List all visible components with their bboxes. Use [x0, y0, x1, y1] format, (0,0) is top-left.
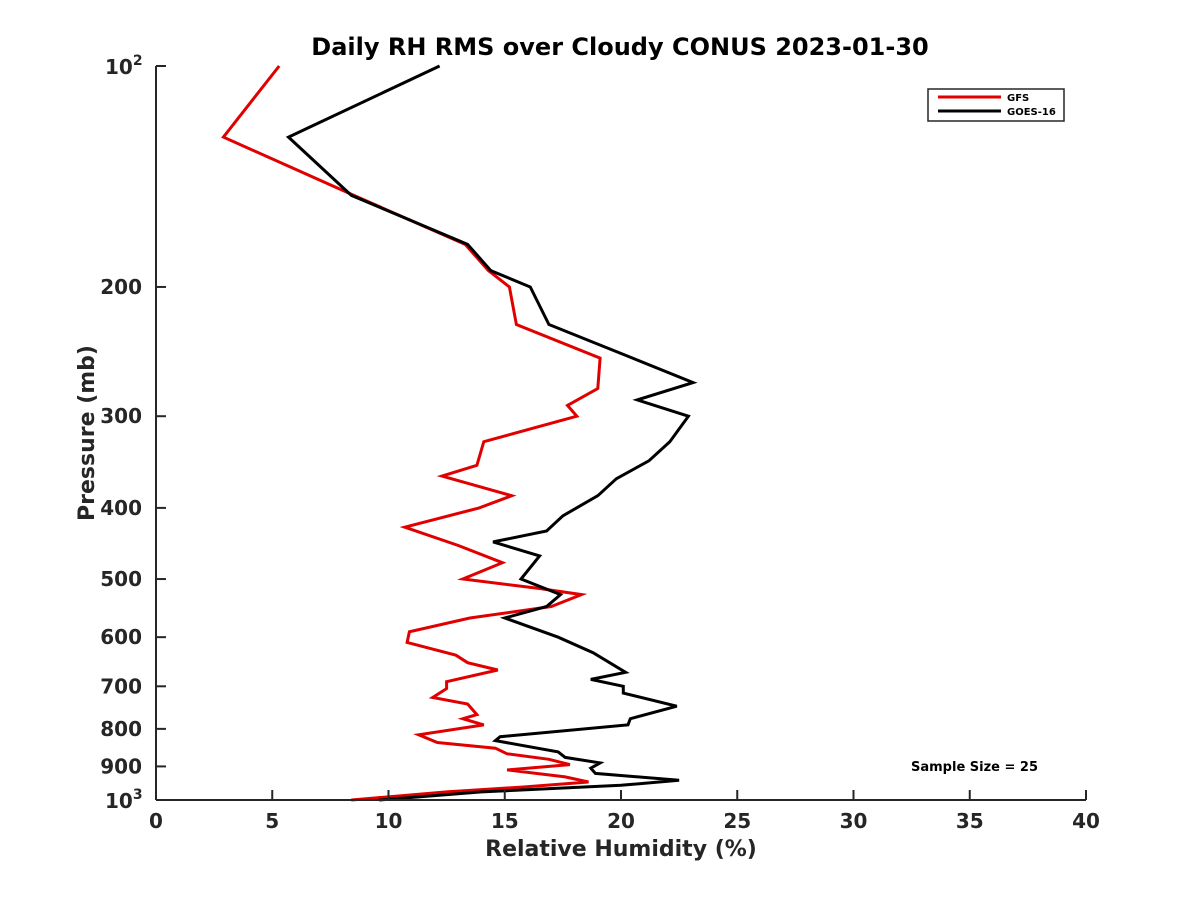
- x-tick-label: 35: [956, 809, 984, 833]
- x-tick-label: 10: [375, 809, 403, 833]
- y-tick-label: 600: [100, 625, 142, 649]
- legend: GFS GOES-16: [927, 88, 1065, 122]
- x-tick-label: 20: [607, 809, 635, 833]
- x-tick-label: 0: [149, 809, 163, 833]
- y-tick-label: 500: [100, 567, 142, 591]
- series-line-goes-16: [285, 64, 698, 802]
- x-axis-label: Relative Humidity (%): [485, 837, 757, 862]
- y-ticks: 102 200 300 400 500 600 700 800 900 103: [100, 53, 166, 813]
- y-tick-label: 103: [105, 787, 143, 813]
- x-tick-label: 40: [1072, 809, 1100, 833]
- y-axis-label: Pressure (mb): [75, 345, 100, 521]
- chart-title: Daily RH RMS over Cloudy CONUS 2023-01-3…: [311, 33, 928, 61]
- y-tick-label: 800: [100, 717, 142, 741]
- y-tick-label: 300: [100, 404, 142, 428]
- series-line-gfs: [221, 65, 602, 802]
- x-tick-label: 25: [723, 809, 751, 833]
- x-tick-label: 15: [491, 809, 519, 833]
- x-ticks: 0 5 10 15 20 25 30 35 40: [149, 790, 1100, 833]
- sample-size-annotation: Sample Size = 25: [911, 760, 1038, 775]
- y-tick-label: 102: [105, 53, 143, 79]
- plot-lines: [221, 64, 698, 802]
- y-tick-label: 400: [100, 496, 142, 520]
- x-tick-label: 5: [265, 809, 279, 833]
- y-tick-label: 900: [100, 754, 142, 778]
- x-tick-label: 30: [840, 809, 868, 833]
- legend-box: [927, 88, 1065, 122]
- y-tick-label: 700: [100, 674, 142, 698]
- legend-label-goes16: GOES-16: [1007, 107, 1056, 118]
- y-tick-label: 200: [100, 275, 142, 299]
- legend-label-gfs: GFS: [1007, 93, 1029, 104]
